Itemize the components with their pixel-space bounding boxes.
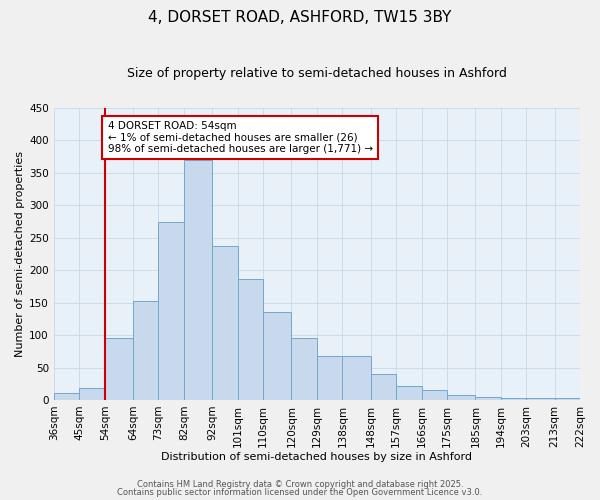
Bar — [79, 388, 105, 400]
X-axis label: Distribution of semi-detached houses by size in Ashford: Distribution of semi-detached houses by … — [161, 452, 472, 462]
Bar — [447, 395, 475, 400]
Bar — [212, 246, 238, 400]
Bar — [554, 398, 580, 400]
Text: Contains HM Land Registry data © Crown copyright and database right 2025.: Contains HM Land Registry data © Crown c… — [137, 480, 463, 489]
Text: Contains public sector information licensed under the Open Government Licence v3: Contains public sector information licen… — [118, 488, 482, 497]
Title: Size of property relative to semi-detached houses in Ashford: Size of property relative to semi-detach… — [127, 68, 507, 80]
Y-axis label: Number of semi-detached properties: Number of semi-detached properties — [15, 151, 25, 357]
Bar — [475, 396, 501, 400]
Bar — [158, 222, 184, 400]
Bar — [292, 338, 317, 400]
Bar — [501, 398, 526, 400]
Text: 4, DORSET ROAD, ASHFORD, TW15 3BY: 4, DORSET ROAD, ASHFORD, TW15 3BY — [148, 10, 452, 25]
Bar — [422, 390, 447, 400]
Bar — [396, 386, 422, 400]
Bar — [343, 356, 371, 400]
Bar — [317, 356, 343, 400]
Text: 4 DORSET ROAD: 54sqm
← 1% of semi-detached houses are smaller (26)
98% of semi-d: 4 DORSET ROAD: 54sqm ← 1% of semi-detach… — [107, 121, 373, 154]
Bar — [133, 302, 158, 400]
Bar — [105, 338, 133, 400]
Bar — [238, 278, 263, 400]
Bar — [526, 398, 554, 400]
Bar — [54, 394, 79, 400]
Bar — [184, 160, 212, 400]
Bar — [263, 312, 292, 400]
Bar — [371, 374, 396, 400]
